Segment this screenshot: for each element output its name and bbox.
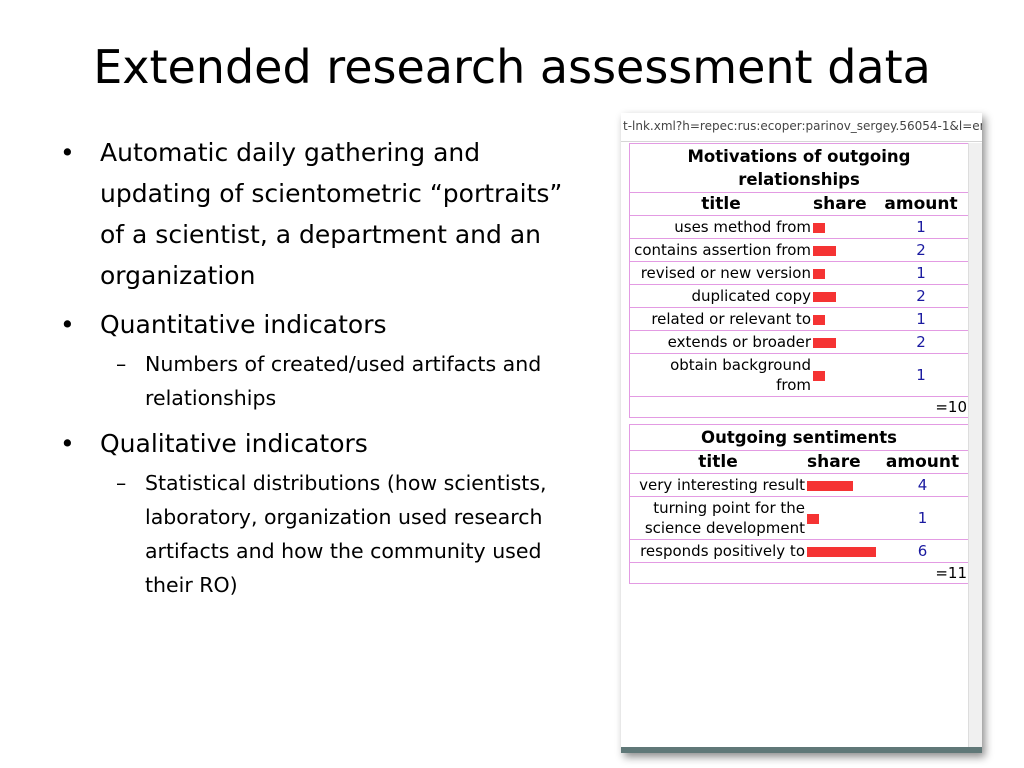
motivations-table: Motivations of outgoing relationships ti…	[629, 143, 969, 418]
row-share	[812, 330, 874, 354]
row-title: revised or new version	[629, 261, 812, 285]
table-row: extends or broader 2	[629, 330, 969, 354]
share-bar	[813, 268, 825, 279]
row-amount: 4	[877, 473, 969, 497]
sub-bullet-item: – Statistical distributions (how scienti…	[60, 466, 570, 602]
column-header-share: share	[812, 192, 874, 216]
share-bar	[813, 370, 825, 381]
row-share	[812, 261, 874, 285]
share-bar	[813, 245, 836, 256]
table-total: =11	[935, 564, 967, 582]
row-title: obtain background from	[629, 353, 812, 397]
table-row: very interesting result 4	[629, 473, 969, 497]
page-content: Motivations of outgoing relationships ti…	[629, 143, 969, 584]
bullet-text: Automatic daily gathering and updating o…	[100, 138, 563, 290]
sub-bullet-text: Numbers of created/used artifacts and re…	[145, 352, 542, 410]
share-bar	[813, 291, 836, 302]
row-share	[812, 215, 874, 239]
table-row: obtain background from 1	[629, 353, 969, 397]
table-caption: Outgoing sentiments	[629, 424, 969, 451]
row-amount: 2	[874, 330, 969, 354]
row-amount: 1	[877, 496, 969, 540]
bullet-text: Qualitative indicators	[100, 429, 368, 458]
sub-bullet-dash: –	[116, 471, 127, 495]
address-bar[interactable]: t-lnk.xml?h=repec:rus:ecoper:parinov_ser…	[621, 113, 982, 142]
share-bar	[813, 314, 825, 325]
row-amount: 6	[877, 539, 969, 563]
row-title: related or relevant to	[629, 307, 812, 331]
bullet-list: • Automatic daily gathering and updating…	[60, 132, 570, 602]
vertical-scrollbar[interactable]	[968, 143, 982, 749]
bullet-item: • Quantitative indicators	[60, 304, 570, 345]
motivations-rows: uses method from 1 contains assertion from…	[629, 215, 969, 397]
column-header-title: title	[629, 192, 812, 216]
bullet-text: Quantitative indicators	[100, 310, 387, 339]
column-header-title: title	[629, 450, 806, 474]
table-row: turning point for the science developmen…	[629, 496, 969, 540]
sentiments-rows: very interesting result 4 turning point fo…	[629, 473, 969, 563]
bullet-dot: •	[60, 310, 75, 339]
table-total: =10	[935, 398, 967, 416]
share-bar	[807, 513, 819, 524]
browser-screenshot: t-lnk.xml?h=repec:rus:ecoper:parinov_ser…	[621, 113, 982, 753]
share-bar	[807, 546, 876, 557]
sub-bullet-text: Statistical distributions (how scientist…	[145, 471, 547, 597]
column-header-share: share	[806, 450, 877, 474]
row-title: uses method from	[629, 215, 812, 239]
row-title: very interesting result	[629, 473, 806, 497]
sub-bullet-dash: –	[116, 352, 127, 376]
row-amount: 1	[874, 261, 969, 285]
row-share	[806, 473, 877, 497]
row-title: duplicated copy	[629, 284, 812, 308]
bullet-item: • Qualitative indicators	[60, 423, 570, 464]
slide-title: Extended research assessment data	[93, 40, 931, 94]
url-text: t-lnk.xml?h=repec:rus:ecoper:parinov_ser…	[623, 119, 982, 133]
table-row: uses method from 1	[629, 215, 969, 239]
row-amount: 1	[874, 307, 969, 331]
row-amount: 2	[874, 238, 969, 262]
column-header-amount: amount	[877, 450, 969, 474]
row-amount: 1	[874, 215, 969, 239]
bullet-dot: •	[60, 429, 75, 458]
table-row: responds positively to 6	[629, 539, 969, 563]
share-bar	[813, 222, 825, 233]
table-row: related or relevant to 1	[629, 307, 969, 331]
table-row: contains assertion from 2	[629, 238, 969, 262]
row-amount: 1	[874, 353, 969, 397]
row-title: contains assertion from	[629, 238, 812, 262]
sub-bullet-item: – Numbers of created/used artifacts and …	[60, 347, 570, 415]
column-header-amount: amount	[874, 192, 969, 216]
row-share	[806, 496, 877, 540]
row-share	[812, 238, 874, 262]
table-row: revised or new version 1	[629, 261, 969, 285]
row-share	[812, 284, 874, 308]
sentiments-table: Outgoing sentiments title share amount v…	[629, 424, 969, 584]
row-title: turning point for the science developmen…	[629, 496, 806, 540]
row-share	[812, 353, 874, 397]
bullet-item: • Automatic daily gathering and updating…	[60, 132, 570, 296]
horizontal-scrollbar[interactable]	[621, 747, 982, 753]
row-title: responds positively to	[629, 539, 806, 563]
row-title: extends or broader	[629, 330, 812, 354]
row-share	[812, 307, 874, 331]
bullet-dot: •	[60, 138, 75, 167]
table-caption: Motivations of outgoing relationships	[629, 143, 969, 193]
table-row: duplicated copy 2	[629, 284, 969, 308]
share-bar	[813, 337, 836, 348]
row-share	[806, 539, 877, 563]
row-amount: 2	[874, 284, 969, 308]
share-bar	[807, 480, 853, 491]
